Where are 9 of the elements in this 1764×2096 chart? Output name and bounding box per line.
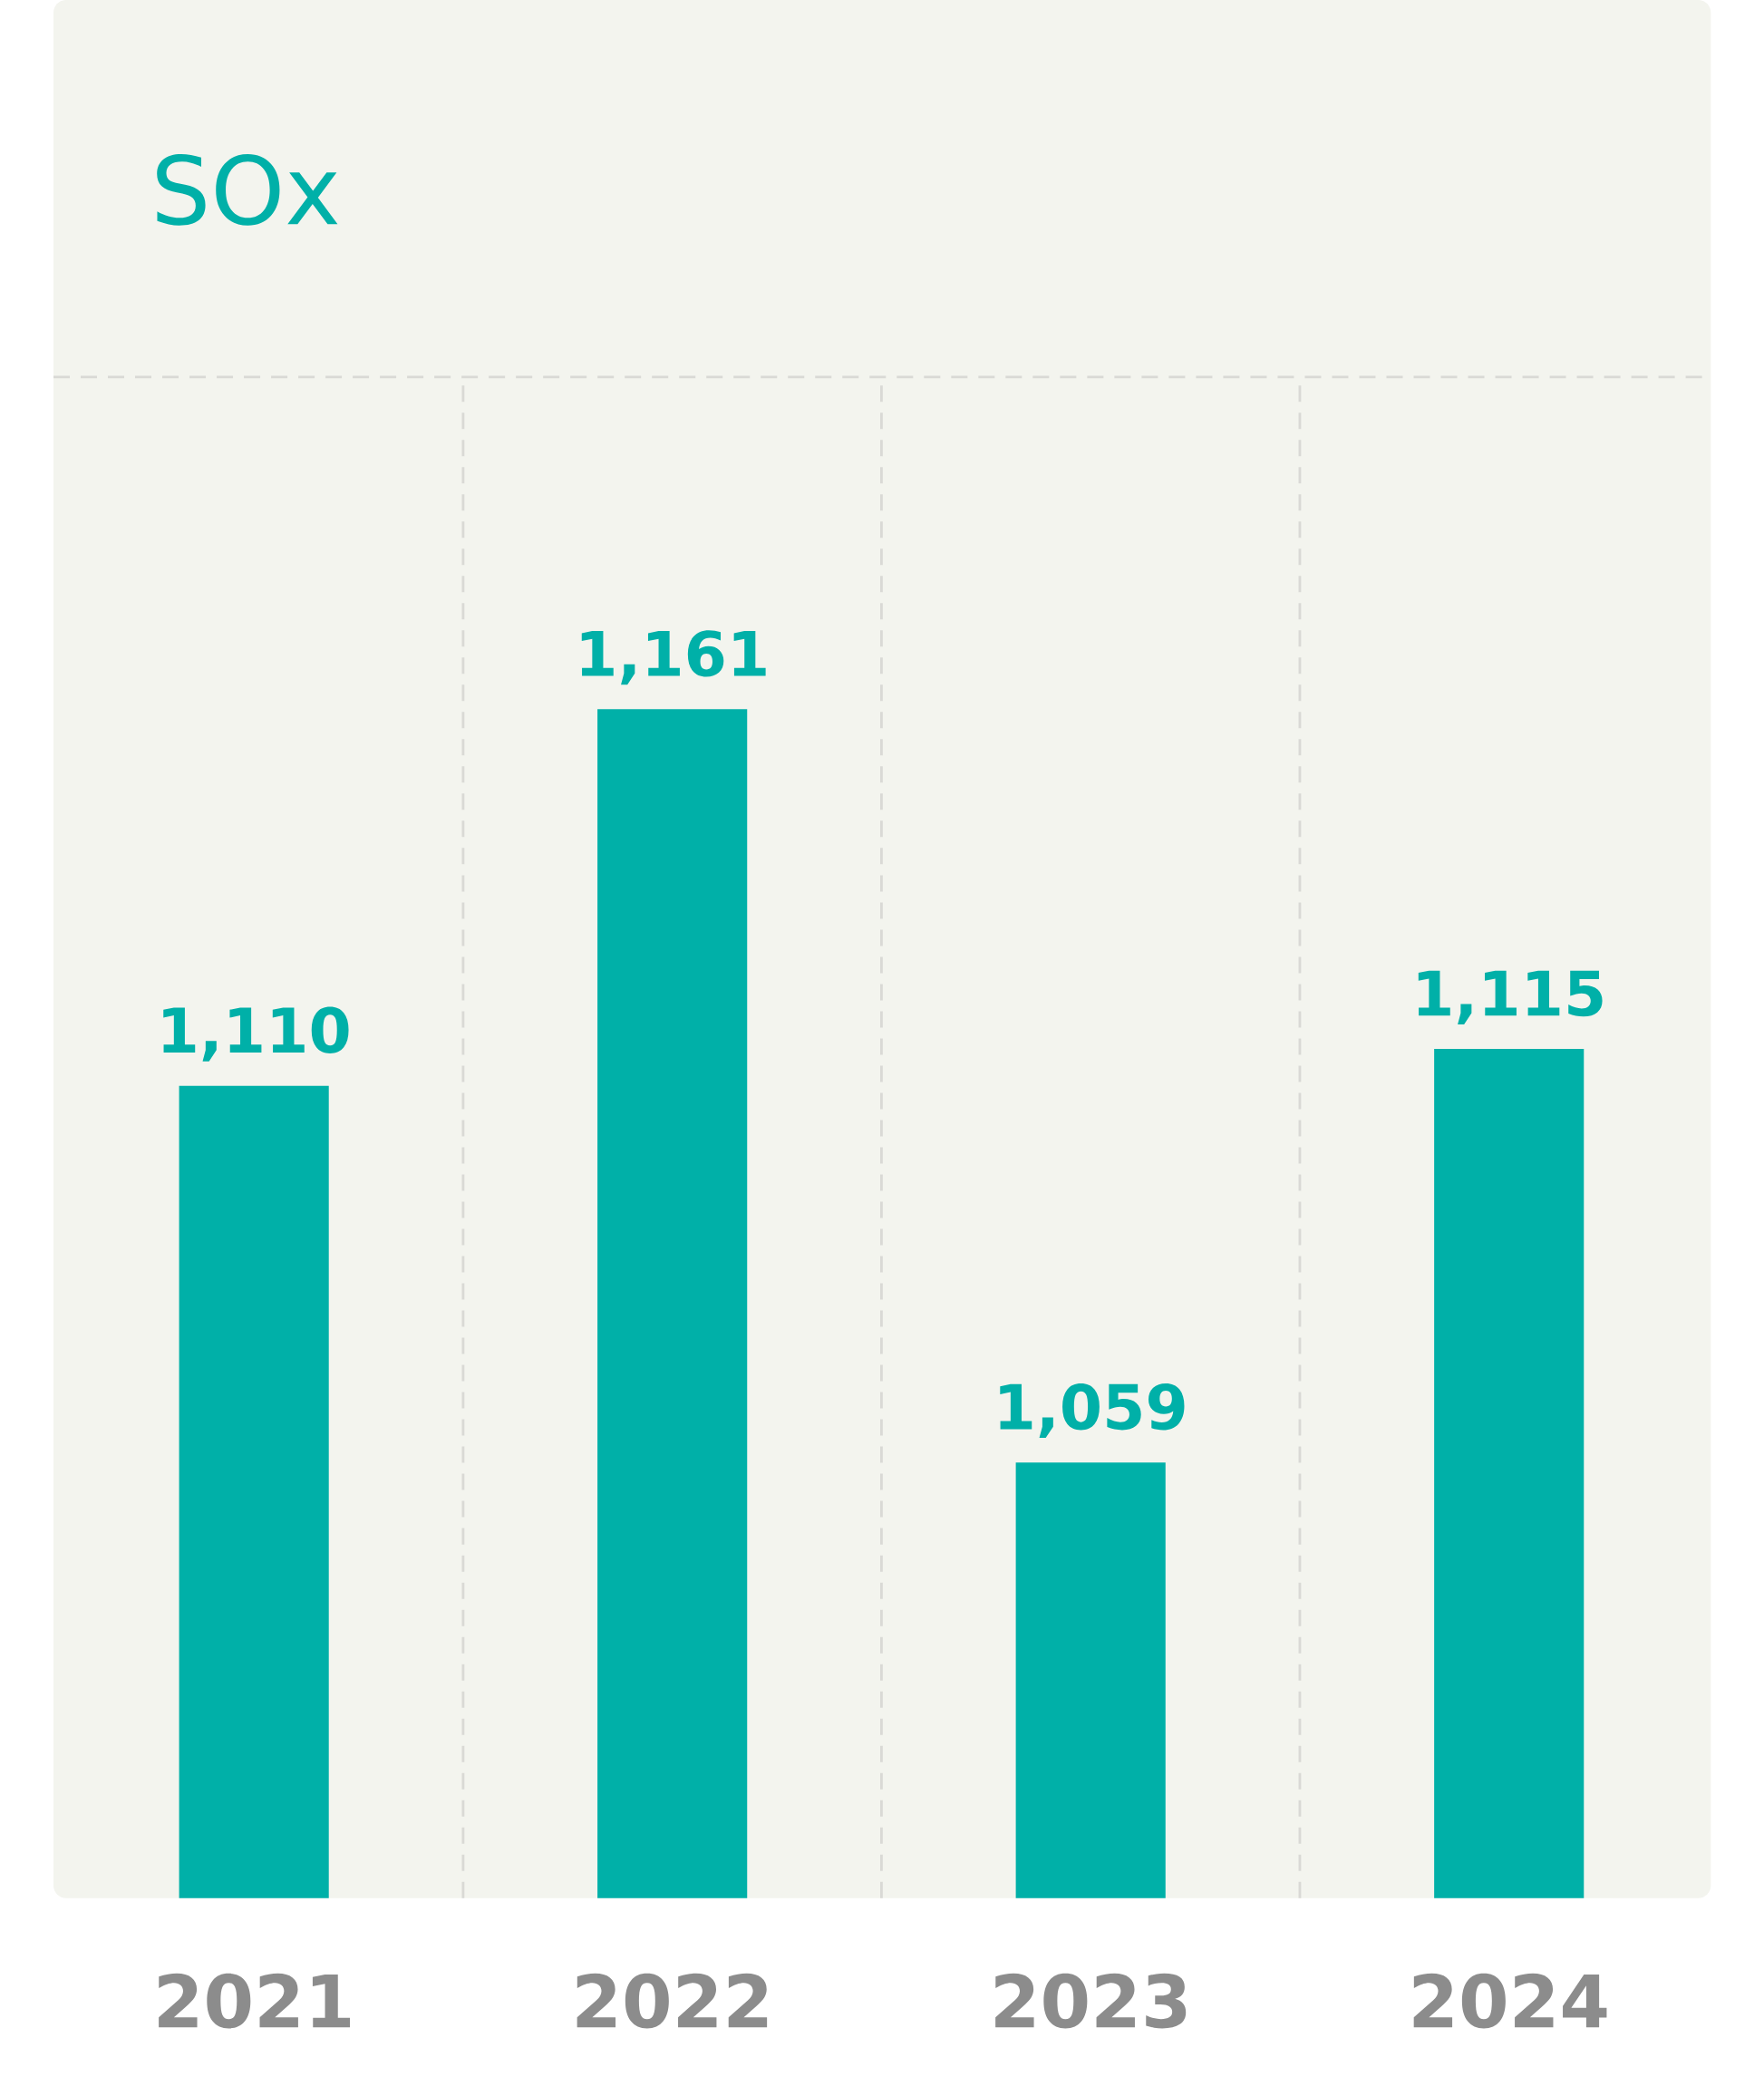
x-tick-label: 2024 xyxy=(1413,1973,1607,2029)
data-label: 1,115 xyxy=(1418,970,1603,1024)
chart-title: SOx xyxy=(157,154,338,226)
data-label: 1,110 xyxy=(163,1006,349,1062)
data-label: 1,161 xyxy=(581,630,766,685)
x-tick-label: 2023 xyxy=(995,1973,1187,2029)
x-tick-label: 2021 xyxy=(158,1973,350,2029)
data-label: 1,059 xyxy=(1000,1383,1185,1439)
x-tick-label: 2022 xyxy=(577,1973,767,2029)
